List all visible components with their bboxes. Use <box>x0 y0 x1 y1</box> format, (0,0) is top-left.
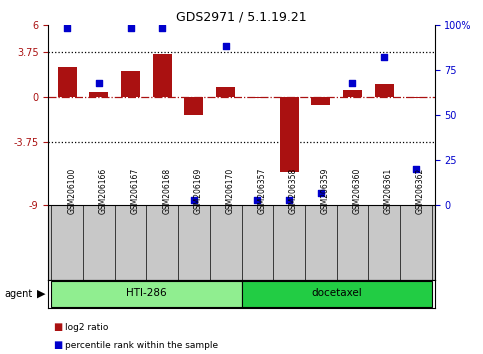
Text: docetaxel: docetaxel <box>311 288 362 298</box>
Text: GSM206361: GSM206361 <box>384 168 393 214</box>
Text: GSM206100: GSM206100 <box>67 168 76 214</box>
Bar <box>52 281 242 307</box>
Point <box>63 25 71 31</box>
Text: HTI-286: HTI-286 <box>126 288 167 298</box>
Point <box>285 197 293 203</box>
Text: ■: ■ <box>53 322 62 332</box>
Point <box>222 44 229 49</box>
Point <box>158 25 166 31</box>
Bar <box>311 97 330 105</box>
Point <box>190 197 198 203</box>
Point <box>254 197 261 203</box>
Text: log2 ratio: log2 ratio <box>65 323 109 332</box>
Bar <box>280 97 298 172</box>
Text: GSM206170: GSM206170 <box>226 168 235 214</box>
Text: GSM206360: GSM206360 <box>353 168 361 214</box>
Bar <box>248 97 267 98</box>
Title: GDS2971 / 5.1.19.21: GDS2971 / 5.1.19.21 <box>176 11 307 24</box>
Text: agent: agent <box>5 289 33 299</box>
Text: ■: ■ <box>53 340 62 350</box>
Bar <box>121 70 140 97</box>
Bar <box>216 87 235 97</box>
Bar <box>406 97 425 98</box>
Text: GSM206359: GSM206359 <box>321 168 330 214</box>
Text: GSM206167: GSM206167 <box>130 168 140 214</box>
Bar <box>185 97 203 115</box>
Bar <box>242 281 431 307</box>
Point <box>380 55 388 60</box>
Text: percentile rank within the sample: percentile rank within the sample <box>65 341 218 350</box>
Point <box>127 25 134 31</box>
Text: ▶: ▶ <box>37 289 45 299</box>
Bar <box>58 67 77 97</box>
Point <box>95 80 103 85</box>
Bar <box>343 90 362 97</box>
Text: GSM206358: GSM206358 <box>289 168 298 214</box>
Text: GSM206166: GSM206166 <box>99 168 108 214</box>
Bar <box>374 84 394 97</box>
Text: GSM206168: GSM206168 <box>162 168 171 214</box>
Text: GSM206362: GSM206362 <box>416 168 425 214</box>
Text: GSM206169: GSM206169 <box>194 168 203 214</box>
Point <box>317 190 325 195</box>
Text: GSM206357: GSM206357 <box>257 168 266 214</box>
Bar <box>89 92 109 97</box>
Point <box>349 80 356 85</box>
Point <box>412 166 420 172</box>
Bar <box>153 54 172 97</box>
